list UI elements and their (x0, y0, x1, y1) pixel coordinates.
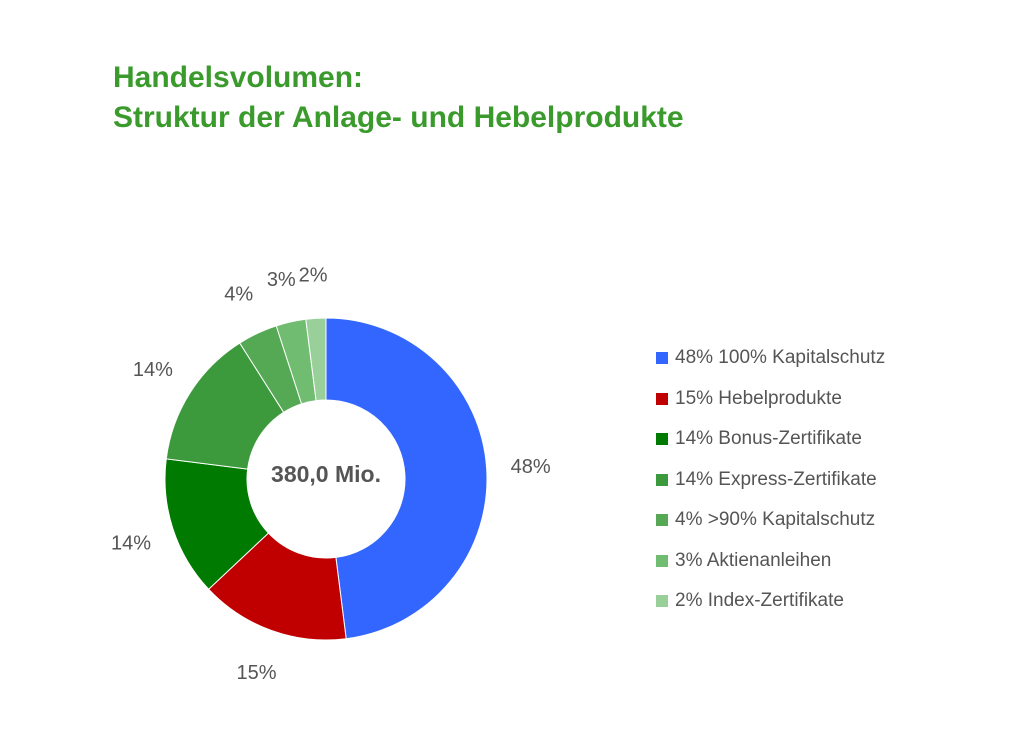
legend-item-1: 48% 100% Kapitalschutz (656, 338, 885, 379)
legend-swatch-2 (656, 392, 668, 405)
page-title-line-1: Handelsvolumen: (113, 61, 364, 94)
slice-label-1: 48% (511, 456, 551, 478)
legend-swatch-7 (656, 595, 668, 608)
slice-labels: 48% 15% 14% 14% 4% 3% 2% (111, 264, 551, 683)
legend-label-4: 14% Express-Zertifikate (675, 468, 877, 490)
legend-swatch-4 (656, 473, 668, 486)
legend-item-7: 2% Index-Zertifikate (656, 581, 885, 622)
slice-label-4: 14% (133, 359, 173, 381)
legend-label-2: 15% Hebelprodukte (675, 387, 842, 409)
legend-label-5: 4% >90% Kapitalschutz (675, 509, 876, 531)
legend-label-3: 14% Bonus-Zertifikate (675, 428, 862, 450)
slice-label-7: 2% (299, 264, 328, 286)
page-title: Handelsvolumen: Struktur der Anlage- und… (113, 58, 684, 138)
legend-item-6: 3% Aktienanleihen (656, 541, 885, 582)
donut-slices (164, 317, 488, 641)
legend-swatch-3 (656, 433, 668, 446)
slice-label-6: 3% (267, 269, 296, 291)
center-label: 380,0 Mio. (271, 461, 381, 487)
legend-label-1: 48% 100% Kapitalschutz (675, 347, 886, 369)
legend-label-7: 2% Index-Zertifikate (675, 590, 844, 612)
slice-label-3: 14% (111, 532, 151, 554)
legend-item-2: 15% Hebelprodukte (656, 379, 885, 420)
legend-swatch-6 (656, 554, 668, 567)
legend-item-5: 4% >90% Kapitalschutz (656, 500, 885, 541)
donut-slice-1 (325, 317, 488, 640)
legend-swatch-1 (656, 352, 668, 365)
page-title-line-2: Struktur der Anlage- und Hebelprodukte (113, 101, 684, 134)
legend-item-3: 14% Bonus-Zertifikate (656, 419, 885, 460)
donut-slice-7 (305, 317, 327, 402)
legend-label-6: 3% Aktienanleihen (675, 549, 832, 571)
legend-item-4: 14% Express-Zertifikate (656, 460, 885, 501)
legend-swatch-5 (656, 514, 668, 527)
slice-label-2: 15% (237, 662, 277, 684)
chart-legend: 48% 100% Kapitalschutz 15% Hebelprodukte 1… (656, 338, 885, 622)
slice-label-5: 4% (224, 284, 253, 306)
